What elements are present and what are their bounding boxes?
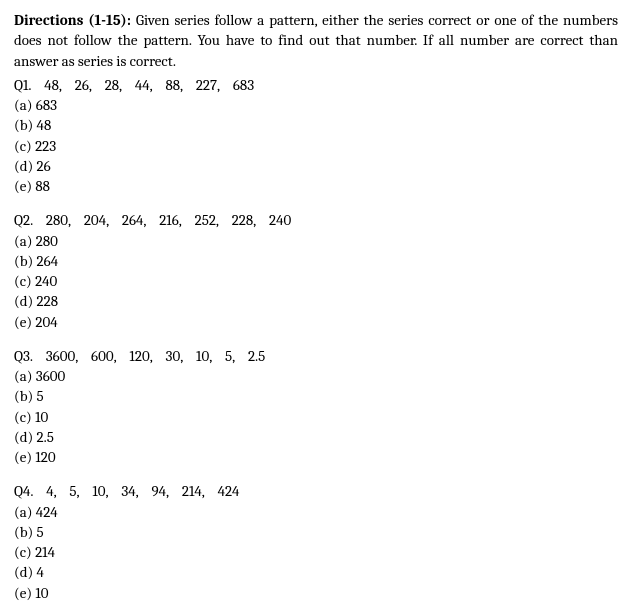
- page: Directions (1-15): Given series follow a…: [0, 0, 632, 613]
- question-3-option-a: (a) 3600: [14, 366, 618, 386]
- question-4: Q4. 4, 5, 10, 34, 94, 214, 424 (a) 424 (…: [14, 481, 618, 603]
- question-1-series: 48, 26, 28, 44, 88, 227, 683: [31, 76, 254, 94]
- question-3-series: 3600, 600, 120, 30, 10, 5, 2.5: [33, 347, 266, 365]
- question-4-option-a: (a) 424: [14, 502, 618, 522]
- question-2-line: Q2. 280, 204, 264, 216, 252, 228, 240: [14, 210, 618, 230]
- question-1: Q1. 48, 26, 28, 44, 88, 227, 683 (a) 683…: [14, 75, 618, 197]
- question-4-line: Q4. 4, 5, 10, 34, 94, 214, 424: [14, 481, 618, 501]
- question-1-option-d: (d) 26: [14, 156, 618, 176]
- question-2-option-d: (d) 228: [14, 291, 618, 311]
- question-1-option-e: (e) 88: [14, 176, 618, 196]
- question-4-option-d: (d) 4: [14, 562, 618, 582]
- question-4-option-e: (e) 10: [14, 583, 618, 603]
- question-2-option-e: (e) 204: [14, 312, 618, 332]
- question-4-option-b: (b) 5: [14, 522, 618, 542]
- question-1-option-b: (b) 48: [14, 115, 618, 135]
- question-3-option-e: (e) 120: [14, 447, 618, 467]
- question-3-number: Q3.: [14, 347, 33, 365]
- directions-block: Directions (1-15): Given series follow a…: [14, 10, 618, 71]
- question-3: Q3. 3600, 600, 120, 30, 10, 5, 2.5 (a) 3…: [14, 346, 618, 468]
- question-2-series: 280, 204, 264, 216, 252, 228, 240: [33, 211, 291, 229]
- question-1-option-c: (c) 223: [14, 136, 618, 156]
- question-2-option-b: (b) 264: [14, 251, 618, 271]
- question-1-option-a: (a) 683: [14, 95, 618, 115]
- directions-label: Directions (1-15):: [14, 11, 131, 29]
- question-3-option-d: (d) 2.5: [14, 427, 618, 447]
- question-1-line: Q1. 48, 26, 28, 44, 88, 227, 683: [14, 75, 618, 95]
- question-4-option-c: (c) 214: [14, 542, 618, 562]
- question-3-option-c: (c) 10: [14, 407, 618, 427]
- question-1-number: Q1.: [14, 76, 31, 94]
- question-4-number: Q4.: [14, 482, 33, 500]
- question-2-option-c: (c) 240: [14, 271, 618, 291]
- question-3-line: Q3. 3600, 600, 120, 30, 10, 5, 2.5: [14, 346, 618, 366]
- question-2: Q2. 280, 204, 264, 216, 252, 228, 240 (a…: [14, 210, 618, 332]
- question-2-option-a: (a) 280: [14, 231, 618, 251]
- question-2-number: Q2.: [14, 211, 33, 229]
- question-3-option-b: (b) 5: [14, 386, 618, 406]
- question-4-series: 4, 5, 10, 34, 94, 214, 424: [33, 482, 239, 500]
